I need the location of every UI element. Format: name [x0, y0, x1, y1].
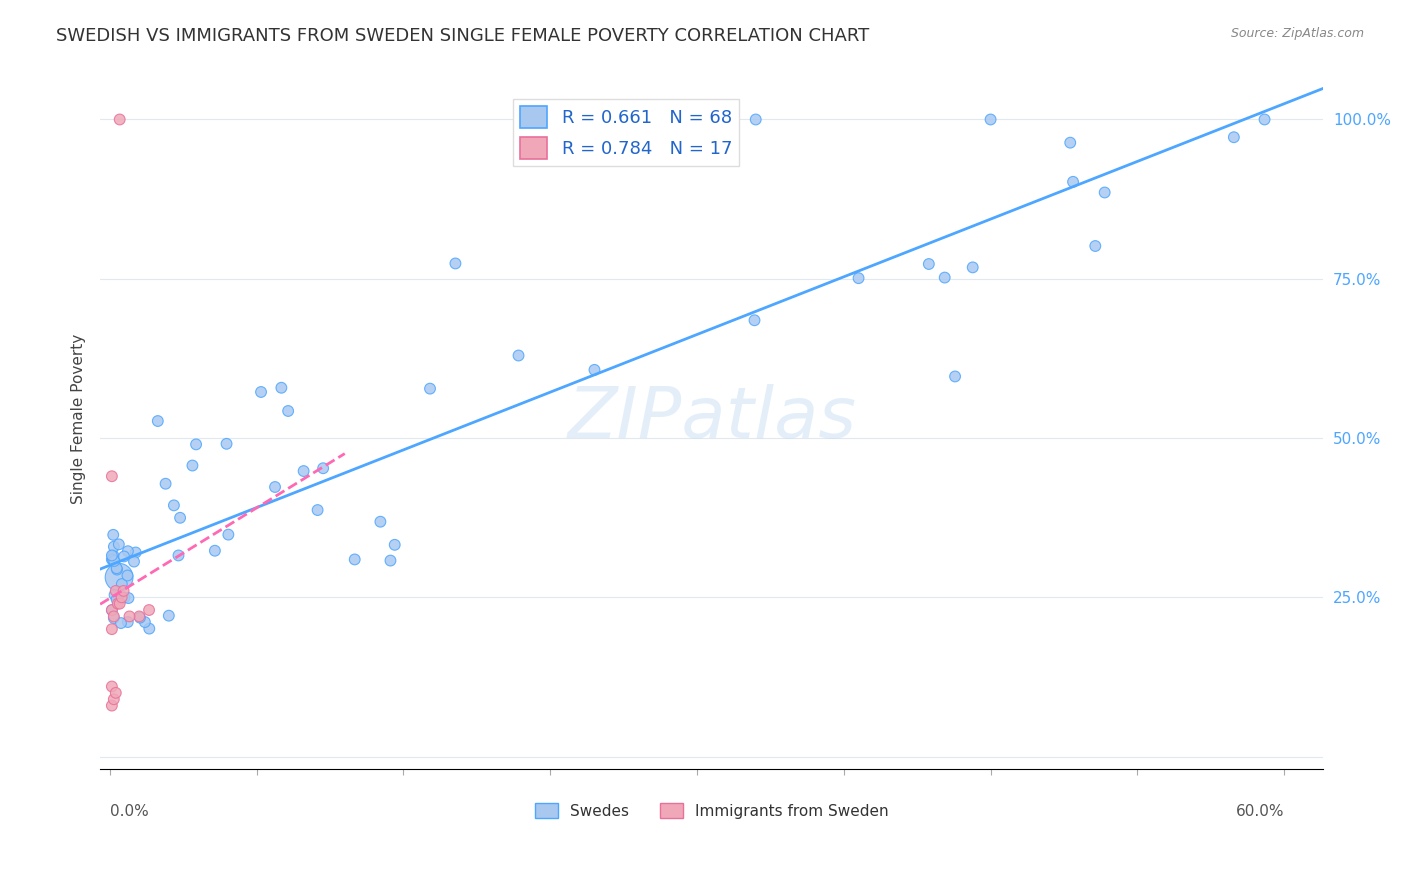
- Point: [117, 615, 139, 629]
- Point: [181, 458, 204, 473]
- Point: [101, 552, 124, 566]
- Point: [270, 381, 292, 395]
- Point: [384, 538, 406, 552]
- Point: [101, 680, 124, 694]
- Point: [745, 112, 768, 127]
- Point: [155, 476, 177, 491]
- Point: [934, 270, 956, 285]
- Point: [292, 464, 315, 478]
- Point: [307, 503, 329, 517]
- Point: [117, 544, 139, 558]
- Point: [108, 537, 131, 551]
- Point: [444, 256, 467, 270]
- Point: [111, 591, 134, 605]
- Point: [343, 552, 366, 566]
- Point: [103, 692, 125, 706]
- Point: [101, 622, 124, 636]
- Point: [108, 112, 131, 127]
- Text: 0.0%: 0.0%: [110, 805, 149, 820]
- Legend: Swedes, Immigrants from Sweden: Swedes, Immigrants from Sweden: [529, 797, 894, 825]
- Y-axis label: Single Female Poverty: Single Female Poverty: [72, 334, 86, 504]
- Point: [105, 561, 128, 575]
- Point: [112, 549, 135, 564]
- Point: [184, 437, 207, 451]
- Point: [138, 603, 160, 617]
- Point: [217, 527, 239, 541]
- Point: [134, 615, 156, 629]
- Point: [108, 597, 131, 611]
- Point: [980, 112, 1002, 127]
- Point: [277, 404, 299, 418]
- Point: [128, 609, 150, 624]
- Point: [101, 698, 124, 713]
- Point: [848, 271, 870, 285]
- Point: [943, 369, 966, 384]
- Point: [104, 583, 127, 598]
- Point: [312, 461, 335, 475]
- Point: [1062, 175, 1084, 189]
- Point: [101, 469, 124, 483]
- Point: [583, 363, 606, 377]
- Point: [112, 583, 135, 598]
- Point: [204, 543, 226, 558]
- Point: [744, 313, 766, 327]
- Point: [1223, 130, 1246, 145]
- Point: [1253, 112, 1275, 127]
- Point: [103, 588, 125, 602]
- Point: [103, 528, 125, 542]
- Point: [122, 555, 145, 569]
- Text: Source: ZipAtlas.com: Source: ZipAtlas.com: [1230, 27, 1364, 40]
- Point: [138, 622, 160, 636]
- Point: [962, 260, 984, 275]
- Point: [103, 554, 125, 568]
- Point: [108, 570, 131, 584]
- Point: [117, 568, 139, 582]
- Point: [169, 510, 191, 524]
- Point: [104, 686, 127, 700]
- Point: [129, 611, 152, 625]
- Point: [105, 592, 128, 607]
- Point: [114, 591, 136, 605]
- Point: [1084, 239, 1107, 253]
- Point: [167, 549, 190, 563]
- Point: [103, 611, 125, 625]
- Point: [105, 563, 128, 577]
- Point: [103, 609, 125, 624]
- Point: [146, 414, 169, 428]
- Point: [157, 608, 180, 623]
- Text: SWEDISH VS IMMIGRANTS FROM SWEDEN SINGLE FEMALE POVERTY CORRELATION CHART: SWEDISH VS IMMIGRANTS FROM SWEDEN SINGLE…: [56, 27, 869, 45]
- Point: [1094, 186, 1116, 200]
- Point: [103, 549, 125, 563]
- Point: [1059, 136, 1081, 150]
- Point: [264, 480, 287, 494]
- Point: [380, 553, 402, 567]
- Point: [110, 616, 132, 631]
- Point: [107, 597, 129, 611]
- Point: [508, 349, 530, 363]
- Point: [101, 603, 124, 617]
- Point: [163, 499, 186, 513]
- Point: [125, 545, 148, 559]
- Point: [103, 540, 125, 554]
- Text: 60.0%: 60.0%: [1236, 805, 1284, 820]
- Point: [118, 609, 141, 624]
- Point: [250, 384, 273, 399]
- Point: [101, 549, 124, 563]
- Text: ZIPatlas: ZIPatlas: [567, 384, 856, 453]
- Point: [101, 552, 124, 566]
- Point: [101, 603, 124, 617]
- Point: [111, 577, 134, 591]
- Point: [370, 515, 392, 529]
- Point: [117, 591, 139, 605]
- Point: [918, 257, 941, 271]
- Point: [419, 382, 441, 396]
- Point: [215, 437, 238, 451]
